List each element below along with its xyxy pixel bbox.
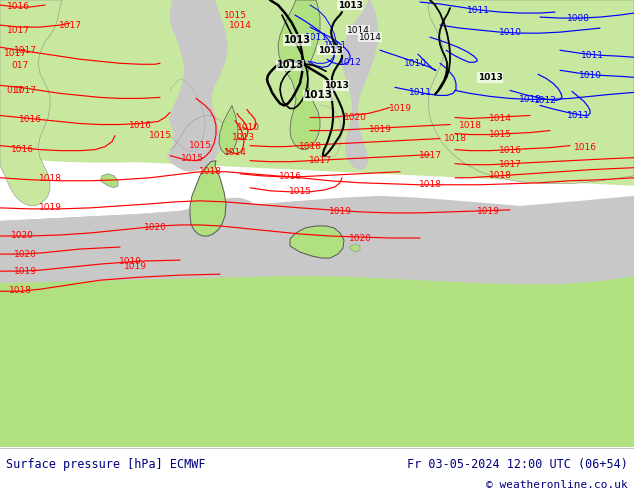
Polygon shape (428, 0, 634, 184)
Text: 1018: 1018 (418, 180, 441, 189)
Polygon shape (0, 0, 180, 162)
Text: 1011: 1011 (581, 51, 604, 60)
Text: 1011: 1011 (323, 41, 347, 49)
Text: 1008: 1008 (567, 14, 590, 23)
Text: 1018: 1018 (458, 121, 481, 130)
Text: 1018: 1018 (39, 174, 61, 183)
Text: 1013: 1013 (318, 46, 342, 55)
Text: 1013: 1013 (231, 133, 254, 142)
Polygon shape (0, 198, 270, 248)
Polygon shape (290, 226, 344, 258)
Text: 017: 017 (11, 61, 29, 70)
Text: 1017: 1017 (418, 151, 441, 160)
Text: 1014: 1014 (347, 25, 370, 35)
Polygon shape (350, 244, 360, 252)
Polygon shape (0, 0, 634, 186)
Text: 1017: 1017 (13, 86, 37, 95)
Text: Surface pressure [hPa] ECMWF: Surface pressure [hPa] ECMWF (6, 458, 206, 470)
Text: Fr 03-05-2024 12:00 UTC (06+54): Fr 03-05-2024 12:00 UTC (06+54) (407, 458, 628, 470)
Text: 1010: 1010 (403, 59, 427, 68)
Polygon shape (0, 0, 179, 163)
Text: 1019: 1019 (119, 257, 141, 266)
Text: 1016: 1016 (18, 115, 41, 124)
Text: 1018: 1018 (8, 286, 32, 294)
Text: 1010: 1010 (578, 71, 602, 80)
Text: 1016: 1016 (129, 121, 152, 130)
Text: 1014: 1014 (229, 21, 252, 29)
Text: 1020: 1020 (349, 234, 372, 243)
Text: 1017: 1017 (58, 21, 82, 29)
Text: 1011: 1011 (304, 33, 328, 42)
Text: 1013: 1013 (304, 90, 332, 100)
Text: 1019: 1019 (368, 125, 392, 134)
Text: 1012: 1012 (534, 96, 557, 105)
Text: © weatheronline.co.uk: © weatheronline.co.uk (486, 480, 628, 490)
Text: 1016: 1016 (498, 146, 522, 155)
Text: 1019: 1019 (477, 207, 500, 217)
Polygon shape (342, 0, 378, 170)
Text: 1015: 1015 (489, 130, 512, 139)
Text: 1015: 1015 (288, 187, 311, 196)
Text: 1019: 1019 (328, 207, 351, 217)
Polygon shape (219, 105, 238, 154)
Text: 1018: 1018 (444, 134, 467, 143)
Text: 1019: 1019 (39, 203, 61, 212)
Text: 1019: 1019 (124, 262, 146, 270)
Text: 1018: 1018 (489, 171, 512, 180)
Polygon shape (190, 161, 226, 236)
Polygon shape (0, 0, 62, 206)
Text: 1011: 1011 (567, 111, 590, 120)
Polygon shape (0, 196, 634, 447)
Polygon shape (278, 0, 320, 149)
Text: 1018: 1018 (198, 167, 221, 176)
Text: 1014: 1014 (359, 33, 382, 42)
Text: 1016: 1016 (278, 172, 302, 181)
Text: 1017: 1017 (498, 160, 522, 169)
Text: 1013: 1013 (276, 60, 304, 70)
Text: 1020: 1020 (143, 223, 167, 232)
Text: 1016: 1016 (11, 145, 34, 154)
Text: 1013: 1013 (283, 35, 311, 45)
Polygon shape (0, 276, 634, 447)
Text: 1015: 1015 (148, 131, 172, 140)
Polygon shape (540, 0, 634, 9)
Text: 1014: 1014 (489, 114, 512, 123)
Text: 1017: 1017 (6, 25, 30, 35)
Text: 1013: 1013 (337, 0, 363, 9)
Text: 1016: 1016 (6, 1, 30, 10)
Text: 1011: 1011 (467, 5, 489, 15)
Text: 1012: 1012 (339, 58, 361, 67)
Text: 1016: 1016 (574, 143, 597, 152)
Polygon shape (100, 174, 118, 188)
Text: 1013: 1013 (323, 81, 349, 90)
Text: 1017: 1017 (13, 46, 37, 55)
Text: 1015: 1015 (188, 141, 212, 150)
Text: 1011: 1011 (408, 88, 432, 97)
Polygon shape (164, 0, 228, 172)
Text: 1010: 1010 (236, 123, 259, 132)
Text: 1015: 1015 (224, 11, 247, 20)
Text: 1020: 1020 (13, 249, 36, 259)
Text: 1013: 1013 (477, 73, 502, 82)
Text: 1020: 1020 (11, 231, 34, 241)
Text: 1019: 1019 (389, 104, 411, 113)
Text: 1012: 1012 (519, 95, 541, 104)
Text: 1015: 1015 (181, 154, 204, 163)
Text: 1014: 1014 (224, 148, 247, 157)
Text: 1019: 1019 (13, 267, 37, 276)
Text: 1017: 1017 (4, 49, 27, 58)
Text: 1010: 1010 (498, 27, 522, 37)
Text: 017: 017 (6, 86, 23, 95)
Text: 1020: 1020 (344, 113, 366, 122)
Text: 1018: 1018 (299, 142, 321, 151)
Text: 1017: 1017 (309, 156, 332, 165)
